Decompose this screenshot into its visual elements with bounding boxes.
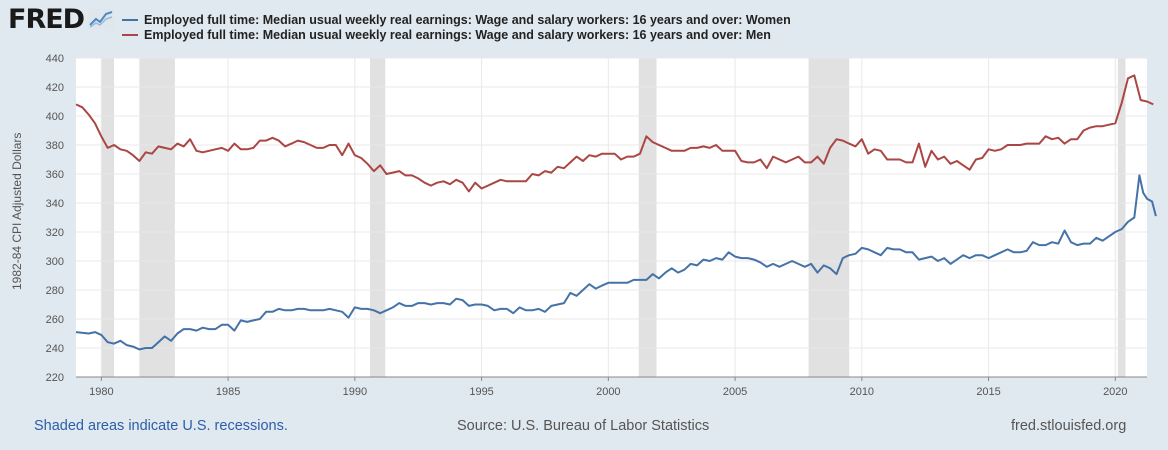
recession-band [370, 58, 386, 377]
x-tick-label: 2020 [1103, 386, 1127, 398]
x-tick-label: 2000 [596, 386, 620, 398]
recession-band [101, 58, 115, 377]
y-tick-label: 240 [46, 343, 64, 355]
y-tick-label: 320 [46, 227, 64, 239]
legend-label-men: Employed full time: Median usual weekly … [144, 28, 771, 42]
trend-line-icon [88, 9, 114, 29]
fred-logo[interactable]: FRED [8, 4, 85, 35]
x-tick-label: 1990 [343, 386, 367, 398]
x-tick-label: 2010 [850, 386, 874, 398]
x-tick-label: 2015 [976, 386, 1000, 398]
site-link[interactable]: fred.stlouisfed.org [1011, 418, 1127, 434]
x-tick-label: 1995 [469, 386, 493, 398]
y-tick-label: 300 [46, 256, 64, 268]
y-tick-label: 280 [46, 285, 64, 297]
y-tick-label: 420 [46, 82, 64, 94]
y-tick-label: 380 [46, 140, 64, 152]
recession-note: Shaded areas indicate U.S. recessions. [34, 418, 288, 434]
recession-band [1117, 58, 1126, 377]
x-tick-label: 1985 [216, 386, 240, 398]
recession-band [139, 58, 175, 377]
y-tick-label: 220 [46, 372, 64, 384]
y-tick-label: 340 [46, 198, 64, 210]
legend-item-women[interactable]: Employed full time: Median usual weekly … [122, 13, 791, 27]
legend-label-women: Employed full time: Median usual weekly … [144, 13, 791, 27]
recession-band [808, 58, 850, 377]
plot-area [76, 58, 1147, 377]
y-tick-label: 260 [46, 314, 64, 326]
recession-band [638, 58, 657, 377]
y-tick-label: 360 [46, 169, 64, 181]
y-tick-label: 440 [46, 53, 64, 65]
y-tick-label: 400 [46, 111, 64, 123]
source-note: Source: U.S. Bureau of Labor Statistics [457, 418, 710, 434]
legend-swatch-women [122, 18, 138, 21]
legend-swatch-men [122, 33, 138, 36]
x-tick-label: 2005 [723, 386, 747, 398]
x-tick-label: 1980 [89, 386, 113, 398]
legend-item-men[interactable]: Employed full time: Median usual weekly … [122, 28, 771, 42]
line-chart: 220 240 260 280 300 320 340 360 380 400 420 440 1980… [46, 53, 1157, 398]
series-line-men [75, 74, 1154, 193]
series-line-women [75, 174, 1157, 351]
